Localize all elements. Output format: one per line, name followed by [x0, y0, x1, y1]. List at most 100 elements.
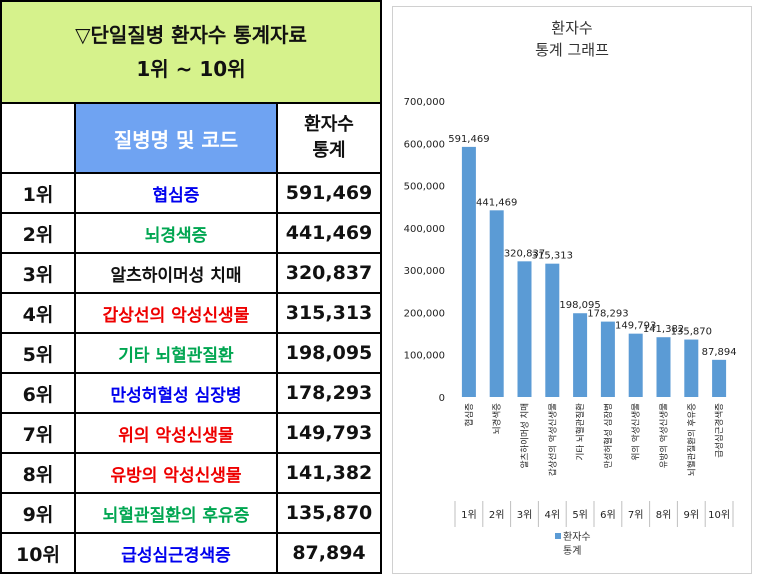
data-label: 591,469 [448, 134, 489, 145]
data-label: 87,894 [702, 347, 737, 358]
x-category-label: 뇌경색증 [492, 403, 503, 434]
rank-cell: 5위 [0, 332, 76, 374]
patient-count-cell: 87,894 [276, 532, 382, 574]
chart-title-line2: 통계 그래프 [535, 41, 609, 59]
bar [545, 263, 560, 397]
disease-name-cell: 기타 뇌혈관질환 [74, 332, 278, 374]
disease-name-cell: 급성심근경색증 [74, 532, 278, 574]
data-label: 135,870 [671, 327, 712, 338]
header-patient-count: 환자수 통계 [276, 102, 382, 174]
table-row: 10위 급성심근경색증 87,894 [0, 532, 382, 574]
data-label: 320,837 [504, 248, 545, 259]
table-row: 9위 뇌혈관질환의 후유증 135,870 [0, 492, 382, 534]
table-row: 7위 위의 악성신생물 149,793 [0, 412, 382, 454]
patient-count-cell: 441,469 [276, 212, 382, 254]
data-label: 149,793 [615, 321, 656, 332]
legend-swatch [555, 533, 561, 539]
legend-label-line2: 통계 [563, 545, 581, 557]
x-rank-label: 9위 [684, 508, 700, 521]
disease-name-cell: 뇌경색증 [74, 212, 278, 254]
x-category-label: 협심증 [464, 403, 475, 427]
bar [461, 146, 476, 397]
y-tick-label: 100,000 [404, 351, 445, 362]
table-row: 6위 만성허혈성 심장병 178,293 [0, 372, 382, 414]
table-title-line1: ▽단일질병 환자수 통계자료 [75, 23, 307, 47]
bar [656, 337, 671, 397]
x-category-label: 유방의 악성신생물 [659, 403, 670, 468]
x-rank-label: 8위 [656, 508, 672, 521]
bar-chart: 환자수 통계 그래프 700,000 600,000 500,000 400,000 3… [404, 19, 737, 557]
patient-count-cell: 315,313 [276, 292, 382, 334]
disease-stats-table: ▽단일질병 환자수 통계자료 1위 ~ 10위 질병명 및 코드 환자수 통계 … [0, 0, 382, 574]
rank-cell: 10위 [0, 532, 76, 574]
rank-cell: 7위 [0, 412, 76, 454]
x-category-label: 갑상선의 악성신생물 [547, 403, 558, 476]
x-category-label: 위의 악성신생물 [631, 403, 642, 461]
y-tick-label: 200,000 [404, 308, 445, 319]
data-label: 441,469 [476, 197, 517, 208]
y-tick-label: 300,000 [404, 266, 445, 277]
table-row: 8위 유방의 악성신생물 141,382 [0, 452, 382, 494]
x-rank-label: 10위 [708, 508, 730, 521]
data-label: 178,293 [587, 309, 628, 320]
bar [684, 339, 699, 397]
x-rank-label: 7위 [628, 508, 644, 521]
table-title: ▽단일질병 환자수 통계자료 1위 ~ 10위 [0, 0, 382, 104]
x-rank-label: 5위 [572, 508, 588, 521]
disease-name-cell: 알츠하이머성 치매 [74, 252, 278, 294]
disease-name-cell: 뇌혈관질환의 후유증 [74, 492, 278, 534]
table-row: 1위 협심증 591,469 [0, 172, 382, 214]
patient-count-cell: 149,793 [276, 412, 382, 454]
x-axis: 협심증 1위 뇌경색증 2위 알츠하이머성 치매 3위 갑상선의 악성신생물 4위 기타 뇌혈관… [454, 403, 734, 527]
y-axis: 700,000 600,000 500,000 400,000 300,000 200,0… [404, 97, 445, 404]
patient-count-cell: 135,870 [276, 492, 382, 534]
rank-cell: 4위 [0, 292, 76, 334]
patient-count-cell: 141,382 [276, 452, 382, 494]
disease-name-cell: 갑상선의 악성신생물 [74, 292, 278, 334]
patient-count-cell: 198,095 [276, 332, 382, 374]
legend: 환자수 통계 [555, 531, 591, 557]
x-rank-label: 6위 [600, 508, 616, 521]
rank-cell: 9위 [0, 492, 76, 534]
disease-name-cell: 협심증 [74, 172, 278, 214]
table-row: 2위 뇌경색증 441,469 [0, 212, 382, 254]
data-label: 315,313 [532, 251, 573, 262]
data-label: 198,095 [559, 300, 600, 311]
bar [712, 359, 727, 397]
patient-count-cell: 320,837 [276, 252, 382, 294]
header-count-line1: 환자수 [304, 114, 354, 135]
patient-count-cell: 591,469 [276, 172, 382, 214]
data-label: 141,382 [643, 324, 684, 335]
chart-title-line1: 환자수 [551, 19, 592, 37]
y-tick-label: 700,000 [404, 97, 445, 108]
bar [517, 261, 532, 397]
bar [573, 313, 588, 397]
bar [628, 333, 643, 397]
x-category-label: 급성심근경색증 [714, 403, 725, 458]
rank-cell: 2위 [0, 212, 76, 254]
x-category-label: 기타 뇌혈관질환 [575, 403, 586, 461]
table-row: 5위 기타 뇌혈관질환 198,095 [0, 332, 382, 374]
y-tick-label: 600,000 [404, 139, 445, 150]
disease-name-cell: 만성허혈성 심장병 [74, 372, 278, 414]
rank-cell: 3위 [0, 252, 76, 294]
header-count-line2: 통계 [312, 140, 346, 161]
table-title-line2: 1위 ~ 10위 [136, 57, 246, 81]
x-category-label: 알츠하이머성 치매 [520, 403, 531, 468]
rank-cell: 1위 [0, 172, 76, 214]
x-rank-label: 2위 [489, 508, 505, 521]
y-tick-label: 400,000 [404, 224, 445, 235]
y-tick-label: 0 [439, 393, 445, 404]
legend-label-line1: 환자수 [563, 531, 591, 543]
header-disease-name: 질병명 및 코드 [74, 102, 278, 174]
table-row: 3위 알츠하이머성 치매 320,837 [0, 252, 382, 294]
header-rank [0, 102, 76, 174]
x-category-label: 뇌혈관질환의 후유증 [686, 403, 697, 476]
y-tick-label: 500,000 [404, 182, 445, 193]
patient-count-cell: 178,293 [276, 372, 382, 414]
bar [489, 210, 504, 397]
table-row: 4위 갑상선의 악성신생물 315,313 [0, 292, 382, 334]
chart-panel: 환자수 통계 그래프 700,000 600,000 500,000 400,000 3… [392, 6, 752, 574]
disease-name-cell: 위의 악성신생물 [74, 412, 278, 454]
